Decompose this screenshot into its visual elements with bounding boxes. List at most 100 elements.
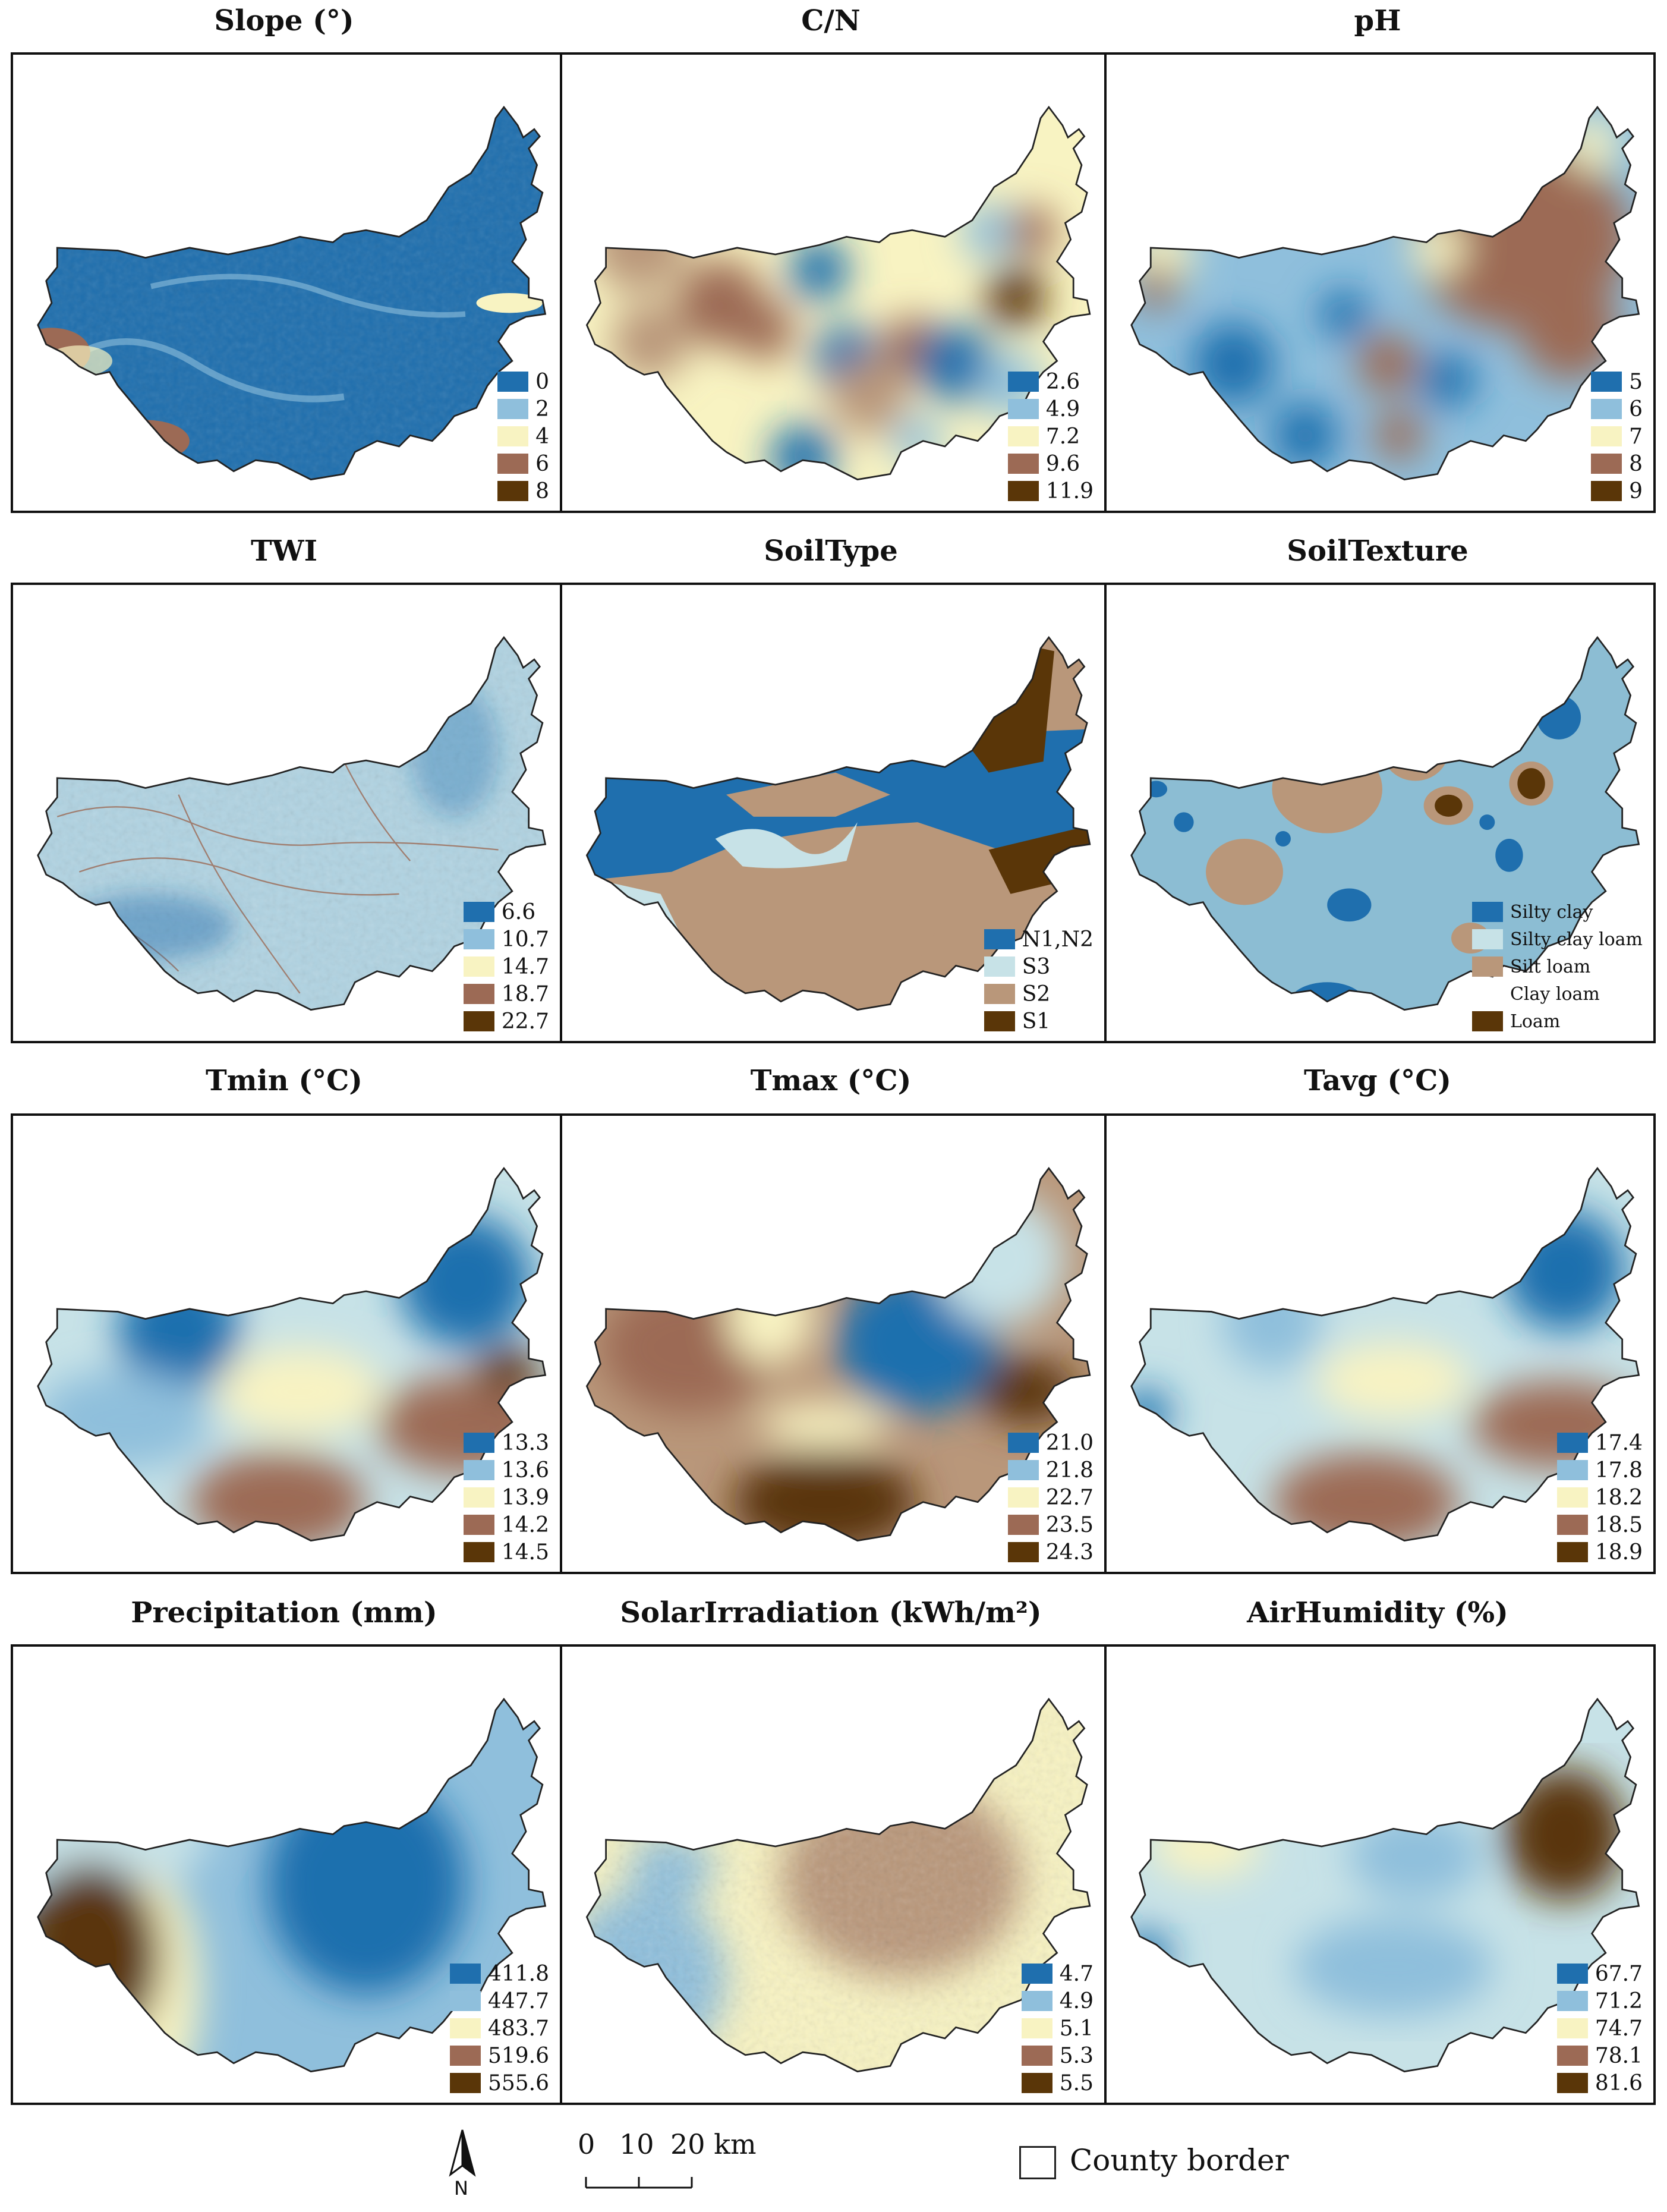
legend-row: 2.6 [1007, 368, 1094, 395]
legend-swatch [449, 2073, 481, 2093]
legend-swatch [984, 1011, 1015, 1031]
panel-title-soiltexture: SoilTexture [1287, 534, 1469, 568]
legend-label: 18.5 [1594, 1512, 1643, 1537]
legend-label: 6 [535, 451, 549, 476]
panel-title-precip: Precipitation (mm) [131, 1596, 437, 1629]
legend-precip: 411.8 447.7 483.7 519.6 555.6 [449, 1960, 549, 2097]
legend-label: 23.5 [1045, 1512, 1094, 1537]
legend-swatch [1007, 1487, 1039, 1508]
legend-swatch [1471, 902, 1503, 922]
legend-label: 13.3 [501, 1430, 549, 1455]
legend-row: 78.1 [1556, 2042, 1643, 2069]
map-panel-tmin: 13.3 13.6 13.9 14.2 14.5 [11, 1113, 562, 1574]
legend-label: Silty clay loam [1510, 929, 1643, 950]
legend-label: 6 [1629, 397, 1643, 421]
legend-swatch [1556, 2073, 1588, 2093]
legend-label: 74.7 [1594, 2016, 1643, 2041]
legend-label: Silt loam [1510, 956, 1591, 977]
legend-label: 9.6 [1045, 451, 1080, 476]
legend-label: S3 [1022, 954, 1051, 979]
legend-swatch [1021, 2018, 1052, 2038]
legend-label: 2.6 [1045, 369, 1080, 394]
legend-row: S2 [984, 980, 1094, 1008]
map-panel-tmax: 21.0 21.8 22.7 23.5 24.3 [560, 1113, 1107, 1574]
legend-twi: 6.6 10.7 14.7 18.7 22.7 [463, 898, 549, 1035]
legend-swatch [984, 929, 1015, 949]
legend-row: 0 [497, 368, 549, 395]
legend-label: 18.2 [1594, 1485, 1643, 1510]
panel-title-tmax: Tmax (°C) [750, 1064, 912, 1097]
legend-label: 483.7 [487, 2016, 549, 2041]
legend-label: 8 [535, 479, 549, 504]
scale-bar: 0 10 20 km [571, 2128, 761, 2194]
legend-label: 2 [535, 397, 549, 421]
legend-cn: 2.6 4.9 7.2 9.6 11.9 [1007, 368, 1094, 505]
legend-label: 8 [1629, 451, 1643, 476]
legend-row: N1,N2 [984, 926, 1094, 953]
legend-swatch [984, 956, 1015, 977]
map-panel-soiltype: N1,N2 S3 S2 S1 [560, 583, 1107, 1043]
legend-label: 411.8 [487, 1961, 549, 1986]
legend-row: 13.3 [463, 1429, 549, 1456]
legend-swatch [463, 1487, 494, 1508]
map-panel-humidity: 67.7 71.2 74.7 78.1 81.6 [1104, 1644, 1656, 2105]
legend-row: 22.7 [463, 1008, 549, 1035]
legend-tmin: 13.3 13.6 13.9 14.2 14.5 [463, 1429, 549, 1566]
legend-row: 81.6 [1556, 2069, 1643, 2097]
legend-swatch [1021, 1964, 1052, 1984]
legend-swatch [1556, 1991, 1588, 2011]
legend-label: 21.0 [1045, 1430, 1094, 1455]
legend-label: 22.7 [1045, 1485, 1094, 1510]
legend-label: 81.6 [1594, 2071, 1643, 2095]
legend-swatch [1007, 1515, 1039, 1535]
legend-row: 18.9 [1556, 1538, 1643, 1566]
legend-swatch [463, 929, 494, 949]
legend-swatch [1556, 1964, 1588, 1984]
north-label: N [454, 2177, 468, 2200]
legend-label: 13.6 [501, 1458, 549, 1483]
legend-row: 18.7 [463, 980, 549, 1008]
legend-soiltype: N1,N2 S3 S2 S1 [984, 926, 1094, 1035]
legend-row: Clay loam [1472, 980, 1643, 1008]
legend-swatch [1007, 454, 1039, 474]
legend-swatch [1556, 2018, 1588, 2038]
legend-row: 22.7 [1007, 1484, 1094, 1511]
legend-swatch [1472, 984, 1503, 1004]
legend-label: Clay loam [1510, 983, 1600, 1005]
legend-swatch [497, 426, 529, 446]
legend-row: 21.0 [1007, 1429, 1094, 1456]
legend-label: 7.2 [1045, 424, 1080, 449]
legend-row: 11.9 [1007, 477, 1094, 505]
legend-row: 24.3 [1007, 1538, 1094, 1566]
legend-soiltexture: Silty clay Silty clay loam Silt loam Clay l… [1471, 898, 1643, 1035]
legend-swatch [1021, 1991, 1052, 2011]
legend-label: Silty clay [1510, 901, 1593, 923]
county-border-label: County border [1070, 2143, 1289, 2178]
legend-label: 67.7 [1594, 1961, 1643, 1986]
legend-swatch [1556, 2046, 1588, 2066]
legend-row: Silt loam [1471, 953, 1643, 980]
legend-label: 18.9 [1594, 1540, 1643, 1565]
legend-label: 22.7 [501, 1009, 549, 1034]
legend-row: 14.5 [463, 1538, 549, 1566]
county-border-swatch [1019, 2146, 1056, 2179]
legend-swatch [497, 454, 529, 474]
legend-swatch [1556, 1433, 1588, 1453]
legend-label: Loam [1510, 1011, 1561, 1032]
north-arrow-icon [449, 2129, 476, 2177]
scale-tick-10: 10 [619, 2128, 654, 2160]
legend-swatch [463, 1542, 494, 1562]
legend-swatch [1591, 481, 1622, 501]
legend-swatch [449, 2018, 481, 2038]
legend-row: 17.4 [1556, 1429, 1643, 1456]
legend-row: 74.7 [1556, 2015, 1643, 2042]
legend-row: 18.2 [1556, 1484, 1643, 1511]
legend-swatch [449, 1991, 481, 2011]
legend-label: 519.6 [487, 2043, 549, 2068]
legend-swatch [1591, 426, 1622, 446]
panel-title-twi: TWI [250, 534, 318, 568]
legend-row: 5 [1591, 368, 1643, 395]
legend-tmax: 21.0 21.8 22.7 23.5 24.3 [1007, 1429, 1094, 1566]
legend-row: 71.2 [1556, 1987, 1643, 2015]
